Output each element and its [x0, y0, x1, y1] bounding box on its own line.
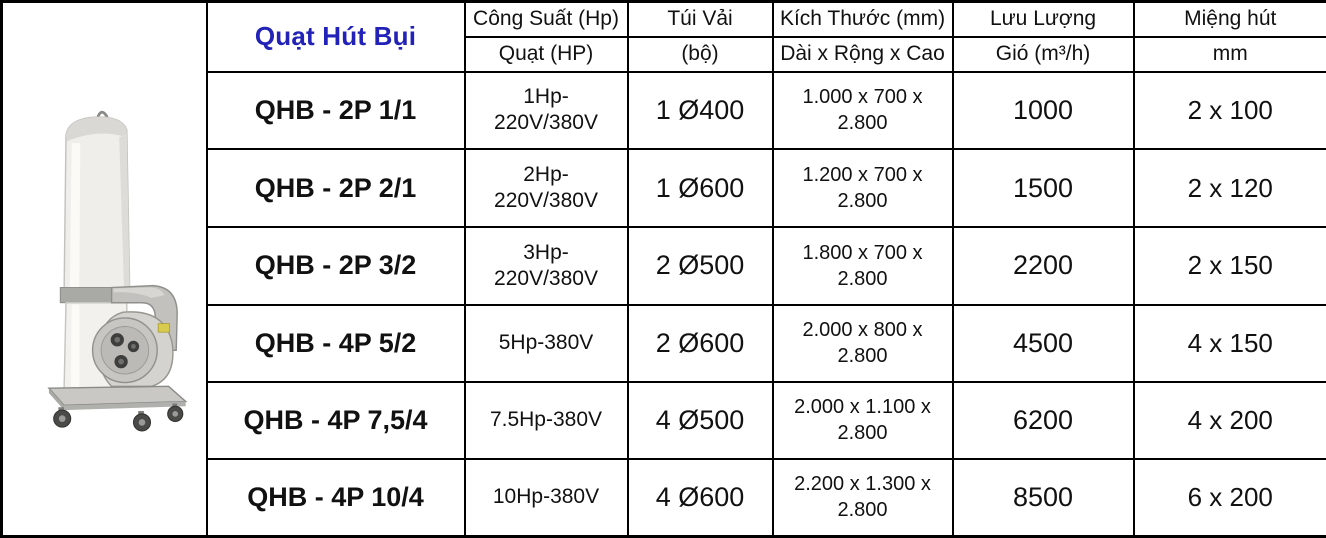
- model-cell: QHB - 4P 10/4: [205, 457, 466, 538]
- caster-wheel: [167, 403, 184, 422]
- dimensions-cell: 1.000 x 700 x 2.800: [771, 70, 954, 151]
- filter-bag-upper: [63, 116, 131, 294]
- bags-cell: 4 Ø500: [626, 380, 774, 460]
- bags-cell: 1 Ø400: [626, 70, 774, 151]
- header-dimensions-line2: Dài x Rộng x Cao: [771, 35, 954, 73]
- power-cell: 5Hp-380V: [463, 303, 629, 383]
- power-cell: 1Hp- 220V/380V: [463, 70, 629, 151]
- airflow-cell: 1000: [951, 70, 1135, 151]
- mouth-cell: 2 x 150: [1132, 225, 1326, 306]
- table-row: QHB - 4P 7,5/4 7.5Hp-380V 4 Ø500 2.000 x…: [2, 380, 1326, 460]
- table-row: QHB - 2P 2/1 2Hp- 220V/380V 1 Ø600 1.200…: [2, 148, 1326, 228]
- label-badge: [158, 323, 171, 333]
- airflow-cell: 8500: [951, 457, 1135, 538]
- dimensions-cell: 2.200 x 1.300 x 2.800: [771, 457, 954, 538]
- caster-wheel: [53, 407, 72, 428]
- model-cell: QHB - 2P 1/1: [205, 70, 466, 151]
- dimensions-cell: 1.200 x 700 x 2.800: [771, 148, 954, 228]
- header-airflow-line1: Lưu Lượng: [951, 0, 1135, 38]
- header-mouth-line1: Miệng hút: [1132, 0, 1326, 38]
- dimensions-cell: 2.000 x 800 x 2.800: [771, 303, 954, 383]
- dimensions-cell: 1.800 x 700 x 2.800: [771, 225, 954, 306]
- header-row-2: Quạt (HP) (bộ) Dài x Rộng x Cao Gió (m³/…: [2, 35, 1326, 73]
- dust-collector-illustration: [47, 110, 188, 432]
- table-row: QHB - 2P 1/1 1Hp- 220V/380V 1 Ø400 1.000…: [2, 70, 1326, 151]
- airflow-cell: 6200: [951, 380, 1135, 460]
- airflow-cell: 2200: [951, 225, 1135, 306]
- header-bags-line2: (bộ): [626, 35, 774, 73]
- power-cell: 10Hp-380V: [463, 457, 629, 538]
- hook-icon: [95, 110, 109, 127]
- header-power-line2: Quạt (HP): [463, 35, 629, 73]
- mouth-cell: 6 x 200: [1132, 457, 1326, 538]
- caster-wheel: [133, 411, 152, 432]
- mouth-cell: 4 x 150: [1132, 303, 1326, 383]
- base-platform: [47, 385, 188, 411]
- bags-cell: 4 Ø600: [626, 457, 774, 538]
- dust-collector-photo: [7, 105, 202, 433]
- header-airflow-line2: Gió (m³/h): [951, 35, 1135, 73]
- header-bags-line1: Túi Vải: [626, 0, 774, 38]
- table-row: QHB - 2P 3/2 3Hp- 220V/380V 2 Ø500 1.800…: [2, 225, 1326, 306]
- airflow-cell: 1500: [951, 148, 1135, 228]
- model-cell: QHB - 4P 7,5/4: [205, 380, 466, 460]
- power-cell: 2Hp- 220V/380V: [463, 148, 629, 228]
- header-power-line1: Công Suất (Hp): [463, 0, 629, 38]
- header-mouth-line2: mm: [1132, 35, 1326, 73]
- dimensions-cell: 2.000 x 1.100 x 2.800: [771, 380, 954, 460]
- table-row: QHB - 4P 10/4 10Hp-380V 4 Ø600 2.200 x 1…: [2, 457, 1326, 538]
- bags-cell: 2 Ø600: [626, 303, 774, 383]
- bags-cell: 1 Ø600: [626, 148, 774, 228]
- power-cell: 7.5Hp-380V: [463, 380, 629, 460]
- airflow-cell: 4500: [951, 303, 1135, 383]
- model-cell: QHB - 2P 3/2: [205, 225, 466, 306]
- product-photo-cell: [0, 0, 208, 538]
- table-title: Quạt Hút Bụi: [205, 0, 466, 73]
- model-cell: QHB - 2P 2/1: [205, 148, 466, 228]
- header-dimensions-line1: Kích Thước (mm): [771, 0, 954, 38]
- power-cell: 3Hp- 220V/380V: [463, 225, 629, 306]
- mouth-cell: 4 x 200: [1132, 380, 1326, 460]
- bags-cell: 2 Ø500: [626, 225, 774, 306]
- mouth-cell: 2 x 100: [1132, 70, 1326, 151]
- mouth-cell: 2 x 120: [1132, 148, 1326, 228]
- model-cell: QHB - 4P 5/2: [205, 303, 466, 383]
